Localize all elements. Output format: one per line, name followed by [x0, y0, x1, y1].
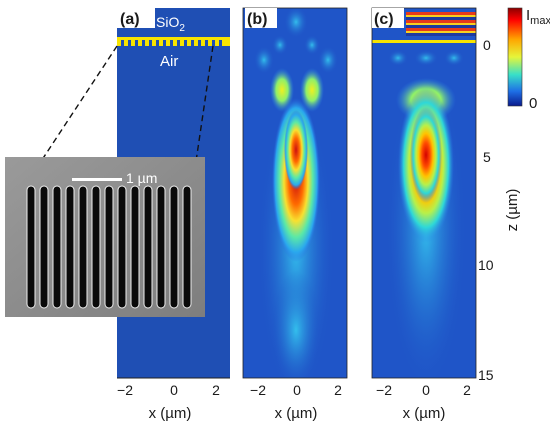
- x-tick-c-2: 2: [463, 382, 471, 398]
- sem-slits: [26, 185, 192, 309]
- colorbar-min-label: 0: [529, 95, 537, 112]
- z-tick-10: 10: [478, 257, 494, 273]
- panel-c-label: (c): [374, 11, 394, 28]
- panel-c-incident-stripes: [372, 12, 476, 43]
- panel-c-field: [372, 8, 476, 378]
- x-axis-label-c: x (µm): [403, 405, 446, 422]
- panel-b-label: (b): [247, 11, 267, 28]
- x-axis-c: −2 0 2 x (µm): [376, 382, 471, 422]
- x-tick-b-2: 2: [334, 382, 342, 398]
- panel-c-frame: [371, 7, 477, 379]
- sem-inset: 1 µm: [5, 157, 205, 317]
- zoom-line-left: [31, 45, 118, 176]
- panel-a-label-box: [117, 8, 155, 28]
- z-tick-5: 5: [483, 149, 491, 165]
- x-tick-a-neg2: −2: [117, 382, 133, 398]
- x-tick-c-neg2: −2: [376, 382, 392, 398]
- x-axis-b: −2 0 2 x (µm): [250, 382, 342, 422]
- x-tick-a-2: 2: [212, 382, 220, 398]
- z-axis-label: z (µm): [504, 189, 521, 232]
- z-tick-0: 0: [483, 37, 491, 53]
- colorbar: Imax 0: [507, 7, 550, 112]
- colorbar-gradient: [507, 7, 523, 107]
- panel-b-frame: [242, 7, 348, 379]
- x-axis-label-b: x (µm): [275, 405, 318, 422]
- x-tick-b-neg2: −2: [250, 382, 266, 398]
- panel-a-label: (a): [120, 11, 140, 28]
- air-label: Air: [160, 53, 178, 70]
- sio2-label: SiO2: [156, 14, 185, 34]
- zoom-line-right: [193, 45, 214, 176]
- x-axis-a: −2 0 2 x (µm): [117, 377, 230, 422]
- panel-a-grating-slits: [121, 40, 222, 46]
- panel-b-field: [243, 8, 347, 378]
- panel-c-label-box: [372, 8, 404, 28]
- colorbar-max-label: Imax: [526, 7, 550, 27]
- x-tick-a-0: 0: [170, 382, 178, 398]
- z-axis: 0 5 10 15 z (µm): [478, 37, 521, 383]
- scale-bar: [72, 178, 122, 181]
- scale-bar-label: 1 µm: [126, 170, 157, 186]
- x-axis-label-a: x (µm): [149, 405, 192, 422]
- panel-b-label-box: [245, 8, 277, 28]
- panel-a-grating-layer: [117, 37, 230, 46]
- z-tick-15: 15: [478, 367, 494, 383]
- x-tick-c-0: 0: [422, 382, 430, 398]
- x-tick-b-0: 0: [293, 382, 301, 398]
